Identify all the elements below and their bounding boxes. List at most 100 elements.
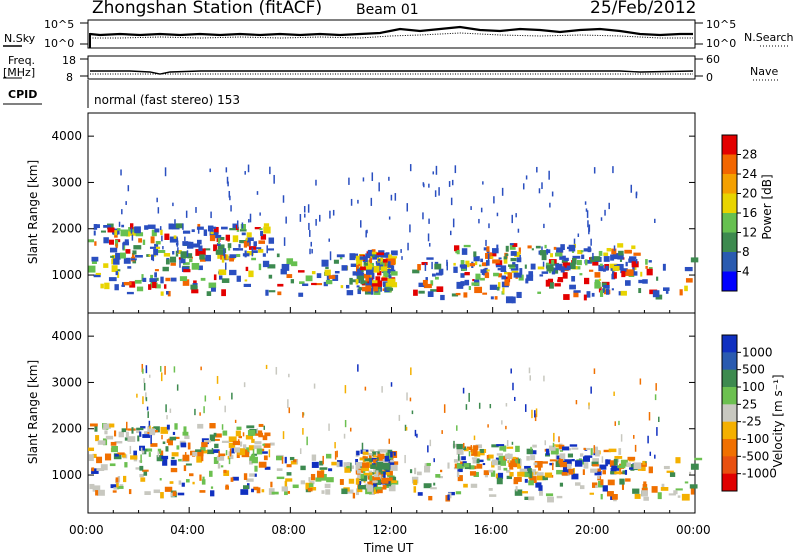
scatter-cell xyxy=(185,463,192,466)
sparse-cell xyxy=(424,262,427,271)
scatter-cell xyxy=(341,488,348,495)
scatter-cell xyxy=(117,452,125,455)
scatter-cell xyxy=(611,273,616,280)
scatter-cell xyxy=(547,278,554,283)
scatter-cell xyxy=(376,486,383,494)
scatter-cell xyxy=(476,458,480,464)
scatter-cell xyxy=(249,473,255,477)
sparse-cell xyxy=(224,405,226,413)
scatter-cell xyxy=(246,232,252,238)
scatter-cell xyxy=(239,229,247,232)
scatter-cell xyxy=(316,273,322,279)
sparse-cell xyxy=(438,187,440,196)
sparse-cell xyxy=(431,261,433,270)
scatter-cell xyxy=(503,258,508,264)
scatter-cell xyxy=(489,252,497,257)
scatter-cell xyxy=(584,277,590,285)
scatter-cell xyxy=(457,475,463,482)
scatter-cell xyxy=(356,450,360,456)
scatter-cell xyxy=(372,477,381,481)
scatter-cell xyxy=(117,272,120,278)
scatter-cell xyxy=(311,271,316,275)
scatter-cell xyxy=(517,471,525,477)
scatter-cell xyxy=(434,276,439,280)
sparse-cell xyxy=(422,182,425,186)
scatter-cell xyxy=(286,258,294,265)
scatter-cell xyxy=(515,445,520,452)
sparse-cell xyxy=(577,233,580,237)
scatter-cell xyxy=(524,496,531,500)
sparse-cell xyxy=(361,442,364,450)
scatter-cell xyxy=(268,237,275,244)
scatter-cell xyxy=(326,477,334,483)
scatter-cell xyxy=(286,274,293,279)
scatter-cell xyxy=(355,255,364,261)
scatter-cell xyxy=(88,447,95,452)
scatter-cell xyxy=(177,492,185,496)
scatter-cell xyxy=(356,259,363,267)
scatter-cell xyxy=(367,481,373,486)
scatter-cell xyxy=(560,244,565,251)
xtick-label-3: 12:00 xyxy=(372,523,408,537)
scatter-cell xyxy=(229,254,237,259)
scatter-cell xyxy=(144,491,151,495)
scatter-cell xyxy=(362,455,366,463)
scatter-cell xyxy=(307,487,313,492)
sparse-cell xyxy=(229,448,232,457)
scatter-cell xyxy=(369,472,373,476)
scatter-cell xyxy=(165,259,170,265)
scatter-cell xyxy=(368,470,373,473)
sparse-cell xyxy=(334,442,336,449)
sparse-cell xyxy=(400,249,402,253)
sparse-cell xyxy=(236,220,239,229)
sparse-cell xyxy=(452,218,455,228)
scatter-cell xyxy=(220,236,225,240)
scatter-cell xyxy=(370,464,376,469)
scatter-cell xyxy=(583,294,587,301)
sparse-cell xyxy=(176,240,179,246)
scatter-cell xyxy=(583,462,589,469)
sparse-cell xyxy=(587,220,589,228)
sparse-cell xyxy=(465,404,468,410)
scatter-cell xyxy=(508,461,516,468)
nsky-series xyxy=(89,25,693,37)
scatter-cell xyxy=(115,252,121,260)
scatter-cell xyxy=(384,471,390,475)
scatter-cell xyxy=(178,257,182,260)
scatter-cell xyxy=(549,459,558,462)
scatter-cell xyxy=(417,492,423,496)
scatter-cell xyxy=(289,456,295,461)
sparse-cell xyxy=(552,442,555,448)
scatter-cell xyxy=(284,480,288,487)
scatter-cell xyxy=(150,236,155,244)
scatter-cell xyxy=(385,459,390,467)
scatter-cell xyxy=(119,252,126,259)
scatter-cell xyxy=(173,235,177,239)
scatter-cell xyxy=(481,262,488,267)
sparse-cell xyxy=(410,367,412,376)
scatter-cell xyxy=(384,262,387,270)
scatter-cell xyxy=(498,257,502,260)
scatter-cell xyxy=(588,269,594,272)
sparse-cell xyxy=(434,190,437,197)
scatter-cell xyxy=(494,296,498,300)
sparse-cell xyxy=(519,254,521,262)
scatter-cell xyxy=(434,261,439,264)
scatter-cell xyxy=(591,461,599,467)
scatter-cell xyxy=(610,467,617,475)
scatter-cell xyxy=(645,259,648,265)
sparse-cell xyxy=(370,197,373,206)
scatter-cell xyxy=(514,489,523,496)
scatter-cell xyxy=(377,258,381,262)
scatter-cell xyxy=(583,248,592,252)
scatter-cell xyxy=(576,259,582,266)
scatter-cell xyxy=(503,256,508,260)
scatter-cell xyxy=(638,279,646,284)
scatter-cell xyxy=(91,467,95,472)
sparse-cell xyxy=(211,447,214,453)
scatter-cell xyxy=(253,241,257,247)
sparse-cell xyxy=(159,365,162,372)
sparse-cell xyxy=(443,404,446,413)
scatter-cell xyxy=(361,467,370,472)
sparse-cell xyxy=(228,457,231,465)
